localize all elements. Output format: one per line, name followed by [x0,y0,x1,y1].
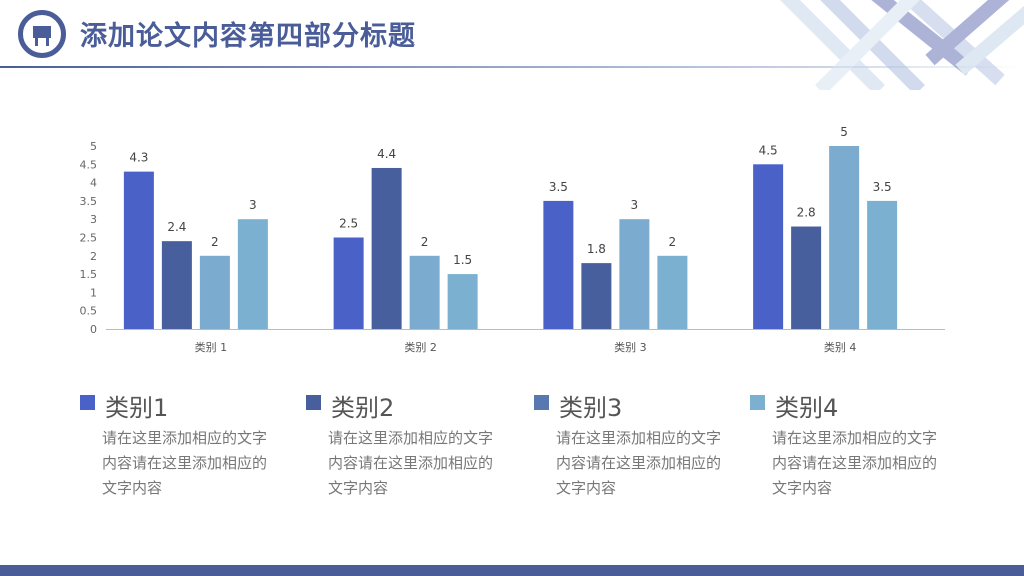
bar [199,255,230,329]
y-tick-label: 1.5 [80,268,98,281]
y-tick-label: 2.5 [80,232,98,245]
bar [657,255,688,329]
data-label: 4.4 [377,147,396,161]
data-label: 3.5 [549,180,568,194]
bar [791,226,822,329]
decorative-stripes [780,0,1024,90]
data-label: 3 [249,198,257,212]
legend-name: 类别1 [105,394,169,422]
x-tick-label: 类别 1 [195,340,228,354]
bar [753,164,784,329]
y-tick-label: 0 [90,323,97,336]
y-tick-label: 4 [90,177,97,190]
legend-swatch [80,395,95,410]
data-label: 1.8 [587,242,606,256]
data-label: 3 [631,198,639,212]
legend-swatch [306,395,321,410]
x-tick-label: 类别 4 [824,340,857,354]
legend-desc: 请在这里添加相应的文字内容请在这里添加相应的文字内容 [772,429,938,497]
legend-desc: 请在这里添加相应的文字内容请在这里添加相应的文字内容 [102,429,268,497]
data-label: 2.5 [339,217,358,231]
legend-swatch [750,395,765,410]
bar [619,219,650,329]
bar [123,171,154,329]
bar [581,263,612,329]
y-tick-label: 5 [90,140,97,153]
blackboard-icon [18,10,66,58]
data-label: 4.5 [759,143,778,157]
y-tick-label: 3 [90,213,97,226]
legend-name: 类别3 [559,394,623,422]
x-tick-label: 类别 3 [614,340,647,354]
y-tick-label: 1 [90,286,97,299]
bar [447,274,478,329]
bar [371,167,402,329]
bar [333,237,364,329]
y-tick-label: 4.5 [80,158,98,171]
legend-desc: 请在这里添加相应的文字内容请在这里添加相应的文字内容 [556,429,722,497]
data-label: 2 [211,235,219,249]
y-tick-label: 3.5 [80,195,98,208]
legend-swatch [534,395,549,410]
x-tick-label: 类别 2 [404,340,437,354]
data-label: 2 [669,235,677,249]
data-label: 3.5 [873,180,892,194]
bar [543,200,574,329]
bar [409,255,440,329]
data-label: 4.3 [129,151,148,165]
legend-desc: 请在这里添加相应的文字内容请在这里添加相应的文字内容 [328,429,494,497]
bar [829,146,860,329]
bar-chart: 0 0.5 1 1.5 2 2.5 3 3.5 4 4.5 5 类别 1 4.3 2.4 2 3 类别 2 2.5… [80,125,945,354]
data-label: 1.5 [453,253,472,267]
y-tick-label: 2 [90,250,97,263]
bar [161,241,192,329]
y-tick-label: 0.5 [80,305,98,318]
legend-name: 类别4 [775,394,839,422]
data-label: 2.4 [167,220,186,234]
bar [867,200,898,329]
header-divider [0,66,1024,68]
page-title: 添加论文内容第四部分标题 [80,21,416,52]
bar [237,219,268,329]
data-label: 2.8 [797,206,816,220]
data-label: 5 [840,125,848,139]
footer-bar [0,565,1024,576]
data-label: 2 [421,235,429,249]
legend-name: 类别2 [331,394,395,422]
